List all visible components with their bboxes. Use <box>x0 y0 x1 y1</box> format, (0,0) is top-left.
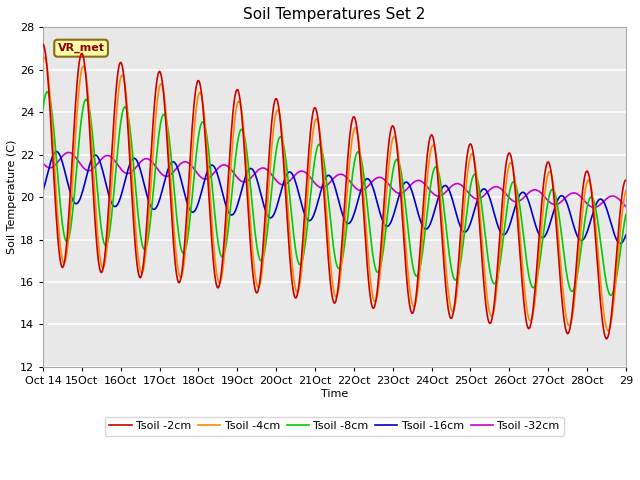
Line: Tsoil -32cm: Tsoil -32cm <box>43 153 626 207</box>
Tsoil -4cm <box>622 188 630 194</box>
Legend: Tsoil -2cm, Tsoil -4cm, Tsoil -8cm, Tsoil -16cm, Tsoil -32cm: Tsoil -2cm, Tsoil -4cm, Tsoil -8cm, Tsoi… <box>105 417 564 435</box>
Tsoil -2cm <box>603 336 611 342</box>
Tsoil -4cm <box>406 290 414 296</box>
Tsoil -8cm <box>44 89 51 95</box>
Tsoil -16cm <box>622 232 630 238</box>
Tsoil -2cm <box>169 230 177 236</box>
Tsoil -4cm <box>111 140 118 146</box>
Tsoil -8cm <box>622 212 630 217</box>
Text: VR_met: VR_met <box>58 43 104 53</box>
Tsoil -32cm <box>65 150 73 156</box>
Tsoil -4cm <box>39 57 47 63</box>
Tsoil -32cm <box>170 169 177 175</box>
Tsoil -32cm <box>200 176 208 182</box>
Tsoil -2cm <box>109 122 117 128</box>
Title: Soil Temperatures Set 2: Soil Temperatures Set 2 <box>243 7 426 22</box>
Y-axis label: Soil Temperature (C): Soil Temperature (C) <box>7 140 17 254</box>
Tsoil -16cm <box>406 184 414 190</box>
Tsoil -32cm <box>111 157 118 163</box>
Tsoil -2cm <box>622 177 630 183</box>
Tsoil -16cm <box>39 188 47 194</box>
Tsoil -4cm <box>51 159 58 165</box>
Line: Tsoil -2cm: Tsoil -2cm <box>43 44 626 339</box>
Tsoil -32cm <box>39 160 47 166</box>
Tsoil -2cm <box>50 168 58 174</box>
Tsoil -8cm <box>111 184 118 190</box>
Tsoil -2cm <box>422 160 430 166</box>
Tsoil -32cm <box>406 182 414 188</box>
Tsoil -8cm <box>39 106 47 111</box>
Tsoil -32cm <box>50 164 58 169</box>
Line: Tsoil -16cm: Tsoil -16cm <box>43 152 626 243</box>
Tsoil -16cm <box>200 178 208 184</box>
Line: Tsoil -8cm: Tsoil -8cm <box>43 92 626 295</box>
Tsoil -8cm <box>406 246 414 252</box>
Line: Tsoil -4cm: Tsoil -4cm <box>43 58 626 331</box>
Tsoil -4cm <box>424 175 431 181</box>
Tsoil -16cm <box>616 240 624 246</box>
Tsoil -16cm <box>111 204 118 209</box>
Tsoil -32cm <box>591 204 598 210</box>
Tsoil -4cm <box>604 328 612 334</box>
Tsoil -2cm <box>200 111 207 117</box>
Tsoil -16cm <box>424 226 431 231</box>
X-axis label: Time: Time <box>321 389 348 399</box>
Tsoil -2cm <box>406 301 413 307</box>
Tsoil -2cm <box>39 41 47 47</box>
Tsoil -32cm <box>424 184 431 190</box>
Tsoil -16cm <box>50 152 58 157</box>
Tsoil -8cm <box>424 209 431 215</box>
Tsoil -4cm <box>170 219 177 225</box>
Tsoil -4cm <box>200 113 208 119</box>
Tsoil -4cm <box>41 55 49 60</box>
Tsoil -8cm <box>170 180 177 186</box>
Tsoil -16cm <box>170 159 177 165</box>
Tsoil -16cm <box>53 149 61 155</box>
Tsoil -32cm <box>622 204 630 209</box>
Tsoil -8cm <box>200 121 208 127</box>
Tsoil -8cm <box>607 292 614 298</box>
Tsoil -8cm <box>51 133 58 139</box>
